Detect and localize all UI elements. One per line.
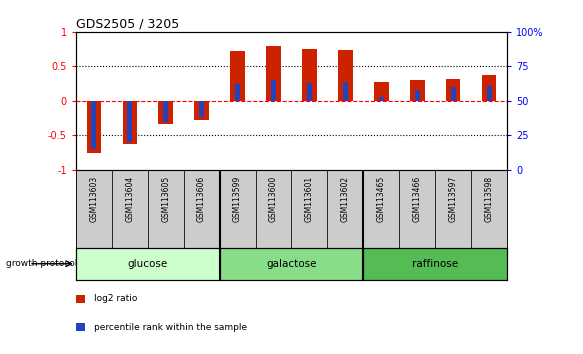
Bar <box>410 80 424 101</box>
Bar <box>307 83 312 101</box>
Bar <box>220 170 255 248</box>
Bar <box>436 170 471 248</box>
Text: GSM113601: GSM113601 <box>305 176 314 222</box>
Bar <box>482 75 496 101</box>
Bar <box>446 79 461 101</box>
Bar <box>194 101 209 120</box>
Bar <box>230 51 245 101</box>
Bar <box>399 170 436 248</box>
Text: GSM113599: GSM113599 <box>233 176 242 222</box>
Bar <box>76 170 112 248</box>
Bar <box>302 49 317 101</box>
Text: GSM113602: GSM113602 <box>341 176 350 222</box>
Bar <box>220 248 363 280</box>
Text: GSM113598: GSM113598 <box>484 176 494 222</box>
Bar <box>255 170 292 248</box>
Bar <box>86 101 101 153</box>
Text: GSM113465: GSM113465 <box>377 176 386 222</box>
Text: galactose: galactose <box>266 259 317 269</box>
Bar <box>338 51 353 101</box>
Text: GSM113606: GSM113606 <box>197 176 206 222</box>
Text: percentile rank within the sample: percentile rank within the sample <box>94 322 247 332</box>
Bar <box>76 248 220 280</box>
Bar <box>199 101 204 118</box>
Bar <box>292 170 328 248</box>
Text: log2 ratio: log2 ratio <box>94 294 137 303</box>
Bar <box>184 170 220 248</box>
Bar <box>451 87 456 101</box>
Bar <box>271 80 276 101</box>
Bar <box>343 81 348 101</box>
Bar <box>415 90 420 101</box>
Bar <box>92 101 96 149</box>
Bar <box>363 170 399 248</box>
Text: GSM113603: GSM113603 <box>89 176 99 222</box>
Text: growth protocol: growth protocol <box>6 259 77 268</box>
Bar <box>127 101 132 142</box>
Text: glucose: glucose <box>128 259 168 269</box>
Bar <box>328 170 363 248</box>
Bar <box>235 84 240 101</box>
Bar <box>147 170 184 248</box>
Text: GSM113604: GSM113604 <box>125 176 134 222</box>
Bar <box>374 82 388 101</box>
Bar <box>122 101 137 144</box>
Text: GSM113600: GSM113600 <box>269 176 278 222</box>
Bar <box>112 170 147 248</box>
Bar <box>379 97 384 101</box>
Bar <box>363 248 507 280</box>
Bar <box>471 170 507 248</box>
Text: GSM113466: GSM113466 <box>413 176 422 222</box>
Text: raffinose: raffinose <box>412 259 458 269</box>
Text: GDS2505 / 3205: GDS2505 / 3205 <box>76 18 179 31</box>
Bar <box>163 101 168 122</box>
Bar <box>487 86 491 101</box>
Text: GSM113597: GSM113597 <box>449 176 458 222</box>
Bar <box>266 46 280 101</box>
Text: GSM113605: GSM113605 <box>161 176 170 222</box>
Bar <box>159 101 173 124</box>
